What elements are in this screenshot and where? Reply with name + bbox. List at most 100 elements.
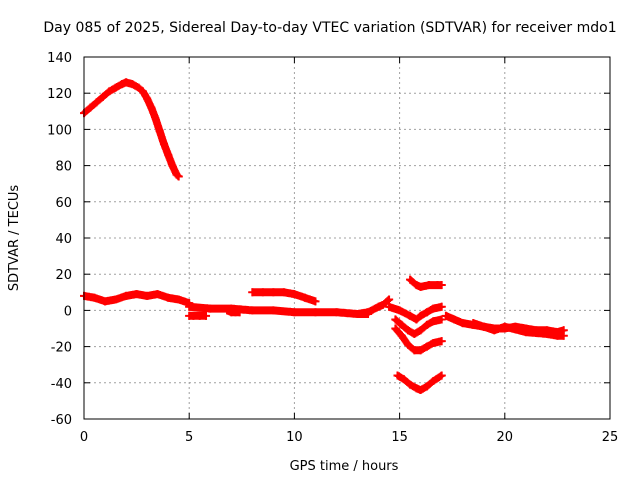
data-point (404, 340, 413, 349)
x-tick-label: 15 (391, 430, 408, 445)
data-point (153, 290, 162, 299)
data-point (437, 302, 446, 311)
data-point (469, 319, 478, 328)
data-point (406, 275, 415, 284)
data-point (111, 83, 120, 92)
data-point (143, 291, 152, 300)
data-point (410, 329, 419, 338)
data-point (134, 83, 143, 92)
series-arc-short-1 (185, 311, 211, 320)
series-arc-main-3 (353, 295, 394, 319)
y-tick-label: 80 (55, 160, 72, 175)
data-point (155, 127, 164, 136)
series-markers (185, 302, 372, 318)
data-point (132, 290, 141, 299)
data-point (86, 103, 95, 112)
data-point (185, 302, 194, 311)
y-tick-label: -40 (51, 377, 72, 392)
data-point (393, 371, 402, 380)
x-tick-label: 5 (185, 430, 193, 445)
data-point (248, 288, 257, 297)
data-point (300, 293, 309, 302)
data-point (290, 290, 299, 299)
data-point (425, 281, 434, 290)
data-point (437, 281, 446, 290)
data-point (374, 302, 383, 311)
data-point (422, 320, 431, 329)
chart-title: Day 085 of 2025, Sidereal Day-to-day VTE… (43, 20, 616, 36)
data-point (399, 375, 408, 384)
data-point (128, 80, 137, 89)
grid (84, 57, 610, 419)
data-point (437, 371, 446, 380)
data-point (258, 288, 267, 297)
series-arc-short-2 (223, 306, 244, 317)
data-point (429, 338, 438, 347)
data-point (422, 382, 431, 391)
series-arc-late-4 (406, 275, 446, 291)
data-point (500, 322, 509, 331)
y-axis-label: SDTVAR / TECUs (7, 185, 22, 292)
data-point (98, 92, 107, 101)
data-point (248, 306, 257, 315)
data-point (168, 161, 177, 170)
data-point (111, 295, 120, 304)
data-point (385, 295, 394, 304)
data-point (416, 326, 425, 335)
data-point (437, 315, 446, 324)
series-arc-tail-2 (469, 319, 568, 340)
data-point (412, 281, 421, 290)
y-tick-label: 60 (55, 196, 72, 211)
x-axis-label: GPS time / hours (290, 459, 399, 474)
data-point (147, 103, 156, 112)
data-point (416, 386, 425, 395)
data-point (138, 87, 147, 96)
data-point (353, 310, 362, 319)
data-point (164, 150, 173, 159)
data-point (101, 297, 110, 306)
data-point (397, 320, 406, 329)
y-tick-label: -60 (51, 413, 72, 428)
data-point (412, 315, 421, 324)
data-point (416, 311, 425, 320)
data-point (164, 293, 173, 302)
data-point (429, 376, 438, 385)
data-point (429, 317, 438, 326)
axis-ticks: 0 5 10 15 20 25 -60 -40 -20 0 20 40 60 80 100 120 140 (47, 51, 618, 445)
data-point (406, 311, 415, 320)
x-tick-label: 25 (602, 430, 619, 445)
data-point (174, 295, 183, 304)
series-arc-mid-1 (248, 288, 320, 306)
data-point (378, 300, 387, 309)
y-tick-label: 140 (47, 51, 72, 66)
data-point (422, 308, 431, 317)
data-point (311, 297, 320, 306)
series-arc-main-2 (185, 302, 373, 319)
data-point (490, 326, 499, 335)
data-point (437, 337, 446, 346)
data-series (80, 78, 568, 395)
data-point (159, 139, 168, 148)
series-arc-late-3 (391, 324, 446, 355)
x-tick-label: 0 (80, 430, 88, 445)
data-point (269, 306, 278, 315)
data-point (364, 308, 373, 317)
data-point (105, 87, 114, 96)
y-tick-label: 100 (47, 123, 72, 138)
data-point (395, 306, 404, 315)
y-tick-label: -20 (51, 341, 72, 356)
data-point (416, 282, 425, 291)
data-point (143, 94, 152, 103)
data-point (311, 308, 320, 317)
data-point (279, 288, 288, 297)
data-point (202, 311, 211, 320)
y-tick-label: 0 (64, 304, 72, 319)
plot-frame (83, 56, 611, 420)
data-point (269, 288, 278, 297)
data-point (397, 331, 406, 340)
x-tick-label: 20 (497, 430, 514, 445)
data-point (223, 306, 232, 315)
y-tick-label: 120 (47, 87, 72, 102)
y-tick-label: 20 (55, 268, 72, 283)
data-point (391, 315, 400, 324)
